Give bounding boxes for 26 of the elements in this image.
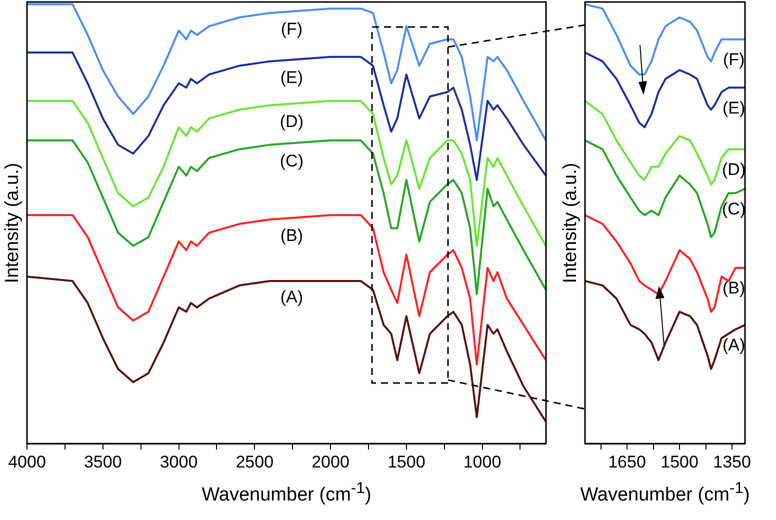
series-label: (C) [280,151,304,170]
x-axis-title: Wavenumber (cm$^{-1}$) [580,480,750,506]
x-tick-label: 1500 [387,452,426,472]
x-axis-title: Wavenumber (cm$^{-1}$) [202,480,372,506]
series-label: (B) [722,278,746,298]
series-label: (E) [722,98,746,118]
x-tick-label: 3500 [84,452,122,472]
x-tick-label: 1350 [713,452,751,472]
series-label: (E) [280,68,304,88]
series-label: (F) [280,20,303,39]
x-tick-label: 1650 [608,452,646,472]
series-label: (C) [722,199,746,218]
series-label: (D) [280,112,304,131]
series-label: (B) [280,226,304,246]
x-tick-label: 2000 [312,452,350,472]
y-axis-title: Intensity (a.u.) [560,162,582,283]
x-tick-label: 4000 [8,452,46,472]
y-axis-title: Intensity (a.u.) [2,162,24,283]
x-tick-label: 1000 [463,452,502,472]
x-tick-label: 3000 [160,452,198,472]
series-label: (D) [722,160,746,179]
x-tick-label: 1500 [660,452,698,472]
series-label: (A) [722,336,746,355]
x-tick-label: 2500 [236,452,274,472]
series-label: (A) [280,288,304,307]
series-label: (F) [722,50,745,70]
